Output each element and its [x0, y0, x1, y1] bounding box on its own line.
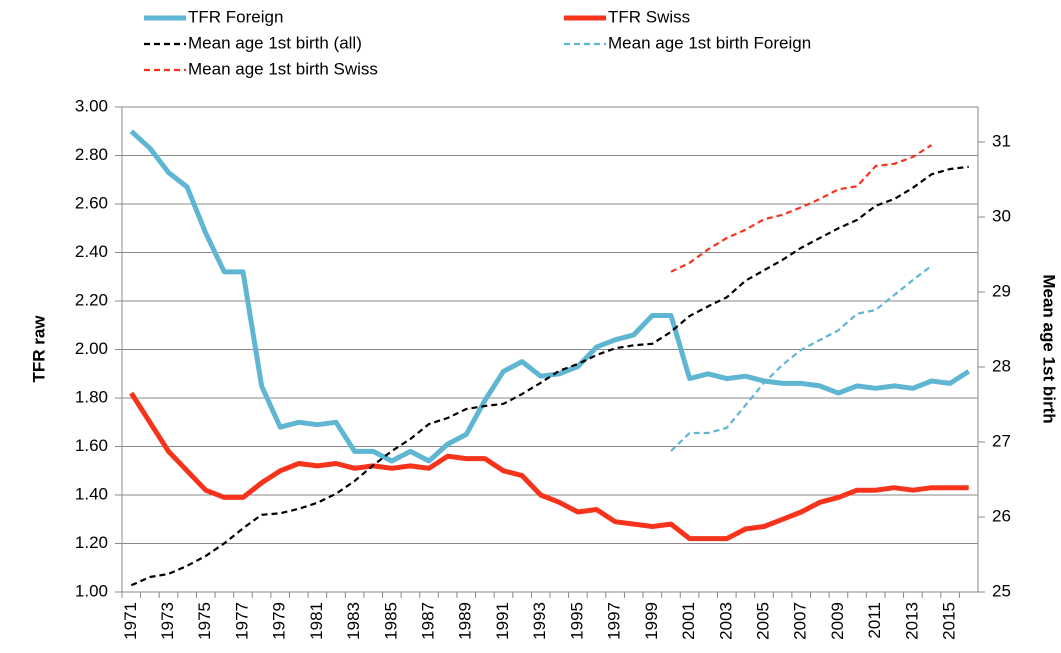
x-tick-label: 1973 [158, 602, 177, 640]
y-tick-label: 1.80 [75, 387, 108, 406]
x-tick-label: 1983 [344, 602, 363, 640]
y-tick-label: 2.60 [75, 193, 108, 212]
legend-label: Mean age 1st birth Swiss [188, 59, 378, 78]
line-series [130, 165, 969, 587]
y-tick-label: 2.00 [75, 339, 108, 358]
y-axis-title: TFR raw [29, 315, 48, 383]
line-series [670, 264, 933, 452]
x-tick-label: 1989 [456, 602, 475, 640]
x-tick-label: 1979 [270, 602, 289, 640]
legend-label: Mean age 1st birth (all) [188, 33, 362, 52]
x-tick-label: 2007 [791, 602, 810, 640]
y-tick-label: 1.00 [75, 581, 108, 600]
x-tick-label: 1981 [307, 602, 326, 640]
y2-tick-label: 29 [992, 281, 1011, 300]
x-tick-label: 1997 [605, 602, 624, 640]
y2-tick-label: 26 [992, 506, 1011, 525]
y-tick-label: 1.60 [75, 436, 108, 455]
x-tick-label: 1991 [493, 602, 512, 640]
line-series [129, 129, 971, 464]
x-tick-label: 1971 [121, 602, 140, 640]
legend-label: TFR Foreign [188, 7, 283, 26]
y-tick-label: 2.40 [75, 242, 108, 261]
x-tick-label: 2005 [753, 602, 772, 640]
x-tick-label: 2003 [716, 602, 735, 640]
y2-tick-label: 28 [992, 356, 1011, 375]
x-tick-label: 1995 [567, 602, 586, 640]
y2-tick-label: 31 [992, 132, 1011, 151]
line-series [670, 144, 933, 273]
x-tick-label: 1977 [232, 602, 251, 640]
x-tick-label: 1985 [381, 602, 400, 640]
legend-label: Mean age 1st birth Foreign [608, 33, 811, 52]
x-tick-label: 1999 [642, 602, 661, 640]
y-tick-label: 1.20 [75, 533, 108, 552]
y2-tick-label: 25 [992, 581, 1011, 600]
x-tick-label: 1975 [195, 602, 214, 640]
y-tick-label: 1.40 [75, 484, 108, 503]
y2-axis-title: Mean age 1st birth [1040, 274, 1059, 423]
x-tick-label: 2015 [940, 602, 959, 640]
y-tick-label: 3.00 [75, 96, 108, 115]
y-tick-label: 2.20 [75, 290, 108, 309]
y2-tick-label: 27 [992, 431, 1011, 450]
x-tick-label: 2001 [679, 602, 698, 640]
x-tick-label: 1987 [419, 602, 438, 640]
x-tick-label: 2009 [828, 602, 847, 640]
x-tick-label: 2011 [865, 602, 884, 639]
y-tick-label: 2.80 [75, 145, 108, 164]
x-tick-label: 1993 [530, 602, 549, 640]
x-tick-label: 2013 [902, 602, 921, 640]
line-series [129, 391, 969, 542]
y2-tick-label: 30 [992, 207, 1011, 226]
legend-label: TFR Swiss [608, 7, 690, 26]
